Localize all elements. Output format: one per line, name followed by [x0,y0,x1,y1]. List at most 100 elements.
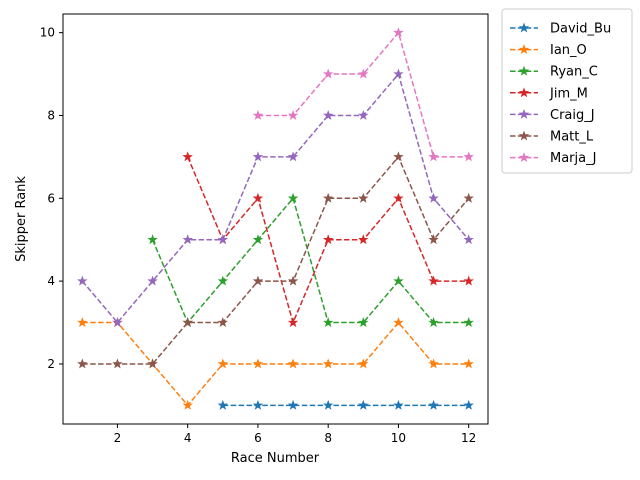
data-point [287,358,299,369]
x-axis-ticks: 2 4 6 8 10 12 [114,424,476,445]
legend-marker [518,87,530,98]
legend-item: Jim_M [510,86,588,101]
data-point [463,399,474,410]
data-point [287,399,299,410]
data-point [322,358,334,369]
data-point [77,275,88,286]
series-line [186,156,469,325]
x-tick-label: 6 [254,431,262,445]
legend-label: Ryan_C [550,65,598,80]
y-tick-label: 6 [47,191,55,205]
legend-label: Craig_J [550,108,595,123]
legend-marker [518,65,530,76]
data-point [428,317,439,327]
data-point [358,68,369,79]
legend-label: David_Bu [550,22,611,37]
data-point [252,358,264,369]
data-point [147,275,158,286]
data-point [358,109,369,120]
data-point [217,275,229,286]
data-point [77,358,88,369]
series-Marja_J [252,27,474,162]
y-axis-label: Skipper Rank [14,176,29,262]
data-point [217,358,229,369]
data-point [287,192,299,203]
data-point [252,399,264,410]
data-point [463,317,474,327]
legend-label: Marja_J [550,151,596,166]
data-point [252,109,264,120]
legend-item: Marja_J [510,151,596,166]
x-tick-label: 12 [461,431,476,445]
data-point [77,317,88,327]
data-point [287,109,299,120]
data-point [463,275,474,286]
data-point [393,275,404,286]
data-point [287,151,299,162]
data-point [393,27,404,38]
x-tick-label: 4 [184,431,192,445]
data-point [428,192,439,203]
y-tick-label: 8 [47,108,55,122]
data-point [287,275,299,286]
data-point [147,234,158,245]
legend-item: Ryan_C [510,65,598,80]
data-point [393,192,404,203]
series-line [151,196,469,324]
data-point [182,151,193,162]
data-point [358,234,369,245]
series-line [81,72,470,324]
series-line [82,155,470,365]
series-layer [77,27,474,410]
x-tick-label: 10 [391,431,406,445]
data-point [428,151,439,162]
y-axis-ticks: 2 4 6 8 10 [40,26,63,371]
x-tick-label: 2 [114,431,122,445]
data-point [358,358,369,369]
data-point [322,109,334,120]
data-point [322,68,334,79]
data-point [147,358,158,369]
series-Craig_J [77,68,474,327]
legend-label: Matt_L [550,130,594,145]
legend-marker [518,130,530,141]
data-point [112,317,123,327]
x-tick-label: 8 [324,431,332,445]
data-point [393,317,404,327]
series-David_Bu [217,399,474,410]
legend-item: Matt_L [510,130,594,145]
legend-item: Craig_J [510,108,595,123]
legend-label: Ian_O [550,43,587,58]
legend-item: Ian_O [510,43,587,58]
data-point [463,192,474,203]
data-point [217,399,229,410]
data-point [182,234,193,245]
legend-marker [518,108,530,119]
axes-layer [62,13,489,425]
data-point [322,399,334,410]
legend-marker [518,22,530,33]
data-point [358,192,369,203]
data-point [252,234,264,245]
data-point [428,358,439,369]
legend-item: David_Bu [510,22,611,37]
data-point [358,317,369,327]
data-point [322,192,334,203]
x-axis-label: Race Number [231,451,320,466]
data-point [252,275,264,286]
data-point [112,358,123,369]
data-point [287,317,299,327]
legend: David_Bu Ian_O Ryan_C Jim_M Craig_J Matt_L Mar… [501,8,633,174]
data-point [358,399,369,410]
y-tick-label: 10 [40,26,55,40]
data-point [252,151,264,162]
data-point [182,399,193,410]
data-point [463,358,474,369]
legend-marker [518,152,530,163]
data-point [217,317,229,327]
data-point [322,317,334,327]
data-point [463,151,474,162]
data-point [182,317,193,327]
legend-label: Jim_M [549,86,588,101]
y-tick-label: 2 [47,357,55,371]
